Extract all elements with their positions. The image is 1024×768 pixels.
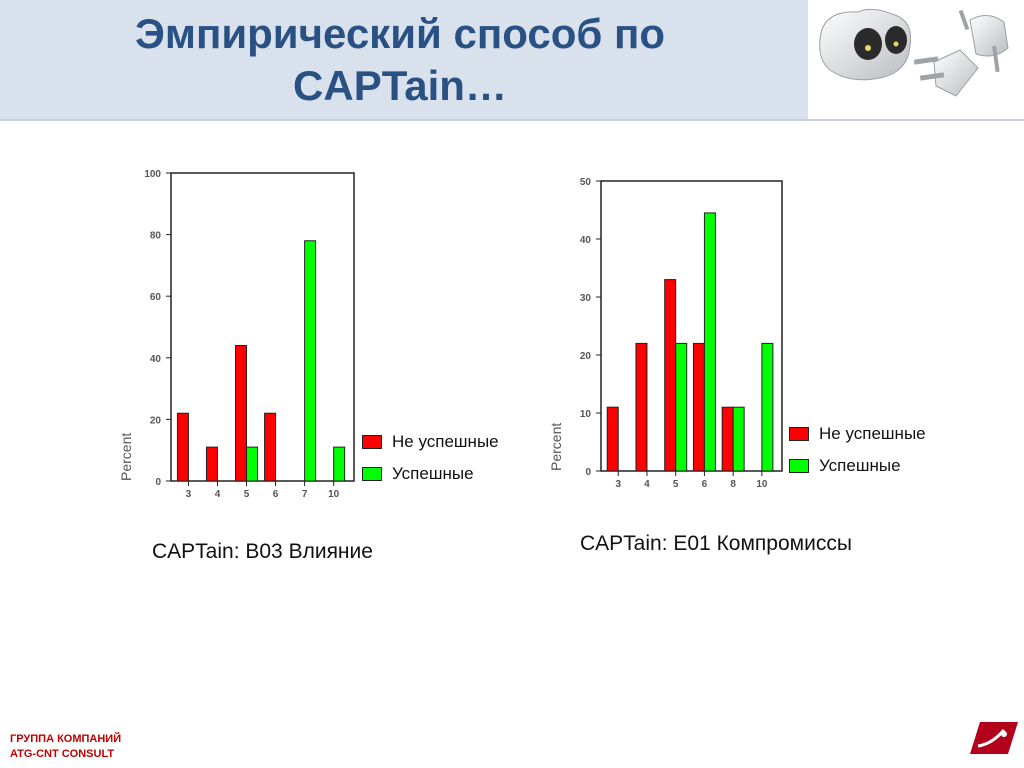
x-tick-label: 4: [215, 489, 221, 500]
chart-1-caption: CAPTain: B03 Влияние: [152, 540, 373, 563]
y-tick-label: 20: [150, 415, 162, 426]
y-tick-label: 0: [585, 467, 591, 478]
legend-label: Успешные: [392, 464, 474, 483]
bar-successful: [304, 240, 317, 482]
x-tick-label: 10: [756, 479, 768, 490]
y-tick-label: 60: [150, 292, 162, 303]
bar-successful: [246, 446, 259, 482]
x-tick-label: 6: [273, 489, 279, 500]
legend-item-unsuccessful: Не успешные: [789, 418, 926, 450]
bar-unsuccessful: [264, 412, 277, 482]
legend-item-successful: Успешные: [362, 458, 499, 490]
y-tick-label: 20: [580, 351, 592, 362]
legend-item-successful: Успешные: [789, 450, 926, 482]
slide-title-line-2: CAPTain…: [293, 62, 507, 109]
x-tick-label: 10: [328, 489, 340, 500]
company-name-line-1: ГРУППА КОМПАНИЙ: [10, 733, 122, 745]
y-axis-title: Percent: [118, 433, 134, 481]
bar-unsuccessful: [635, 342, 648, 472]
title-banner: Эмпирический способ по CAPTain…: [0, 0, 808, 119]
y-axis-title: Percent: [548, 423, 564, 471]
legend-label: Успешные: [819, 456, 901, 475]
bar-unsuccessful: [205, 446, 218, 482]
x-tick-label: 5: [673, 479, 679, 490]
slide-title: Эмпирический способ по CAPTain…: [0, 8, 800, 112]
x-tick-label: 7: [302, 489, 308, 500]
x-tick-label: 8: [730, 479, 736, 490]
plot-frame: [600, 180, 783, 472]
bar-successful: [703, 212, 716, 472]
bar-unsuccessful: [235, 344, 248, 482]
x-tick-label: 3: [186, 489, 192, 500]
company-name-line-2: ATG-CNT CONSULT: [10, 748, 115, 760]
legend-swatch-green: [362, 467, 382, 481]
y-tick-label: 0: [155, 477, 161, 488]
y-tick-label: 30: [580, 293, 592, 304]
y-tick-label: 80: [150, 231, 162, 242]
plot-frame: [170, 172, 355, 482]
bar-successful: [675, 342, 688, 472]
bar-successful: [761, 342, 774, 472]
chart-b03-influence: 0 20 40 60 80 100 Percent 3 4 5 6 7 10: [118, 169, 355, 500]
y-tick-label: 100: [144, 169, 161, 180]
legend-label: Не успешные: [392, 432, 499, 451]
y-tick-label: 10: [580, 409, 592, 420]
company-name: ГРУППА КОМПАНИЙ ATG-CNT CONSULT: [10, 732, 121, 762]
slide-title-line-1: Эмпирический способ по: [135, 10, 665, 57]
chart-e01-compromises: 0 10 20 30 40 50 Percent 3 4 5 6 8 10: [548, 177, 783, 490]
x-tick-label: 6: [702, 479, 708, 490]
header-divider: [0, 119, 1024, 121]
y-tick-label: 50: [580, 177, 592, 188]
legend-chart-1: Не успешные Успешные: [362, 426, 499, 490]
bar-unsuccessful: [721, 406, 734, 472]
company-logo: [970, 720, 1018, 761]
bar-unsuccessful: [692, 342, 705, 472]
y-tick-label: 40: [150, 354, 162, 365]
x-tick-label: 4: [644, 479, 650, 490]
power-plug-photo: [810, 0, 1024, 119]
legend-chart-2: Не успешные Успешные: [789, 418, 926, 482]
legend-label: Не успешные: [819, 424, 926, 443]
chart-2-caption: CAPTain: E01 Компромиссы: [580, 532, 852, 555]
legend-swatch-red: [362, 435, 382, 449]
x-tick-label: 5: [244, 489, 250, 500]
bar-unsuccessful: [606, 406, 619, 472]
legend-swatch-green: [789, 459, 809, 473]
legend-item-unsuccessful: Не успешные: [362, 426, 499, 458]
y-tick-label: 40: [580, 235, 592, 246]
bar-unsuccessful: [664, 279, 677, 472]
bar-successful: [732, 406, 745, 472]
legend-swatch-red: [789, 427, 809, 441]
x-tick-label: 3: [615, 479, 621, 490]
bar-unsuccessful: [176, 412, 189, 482]
bar-successful: [333, 446, 346, 482]
